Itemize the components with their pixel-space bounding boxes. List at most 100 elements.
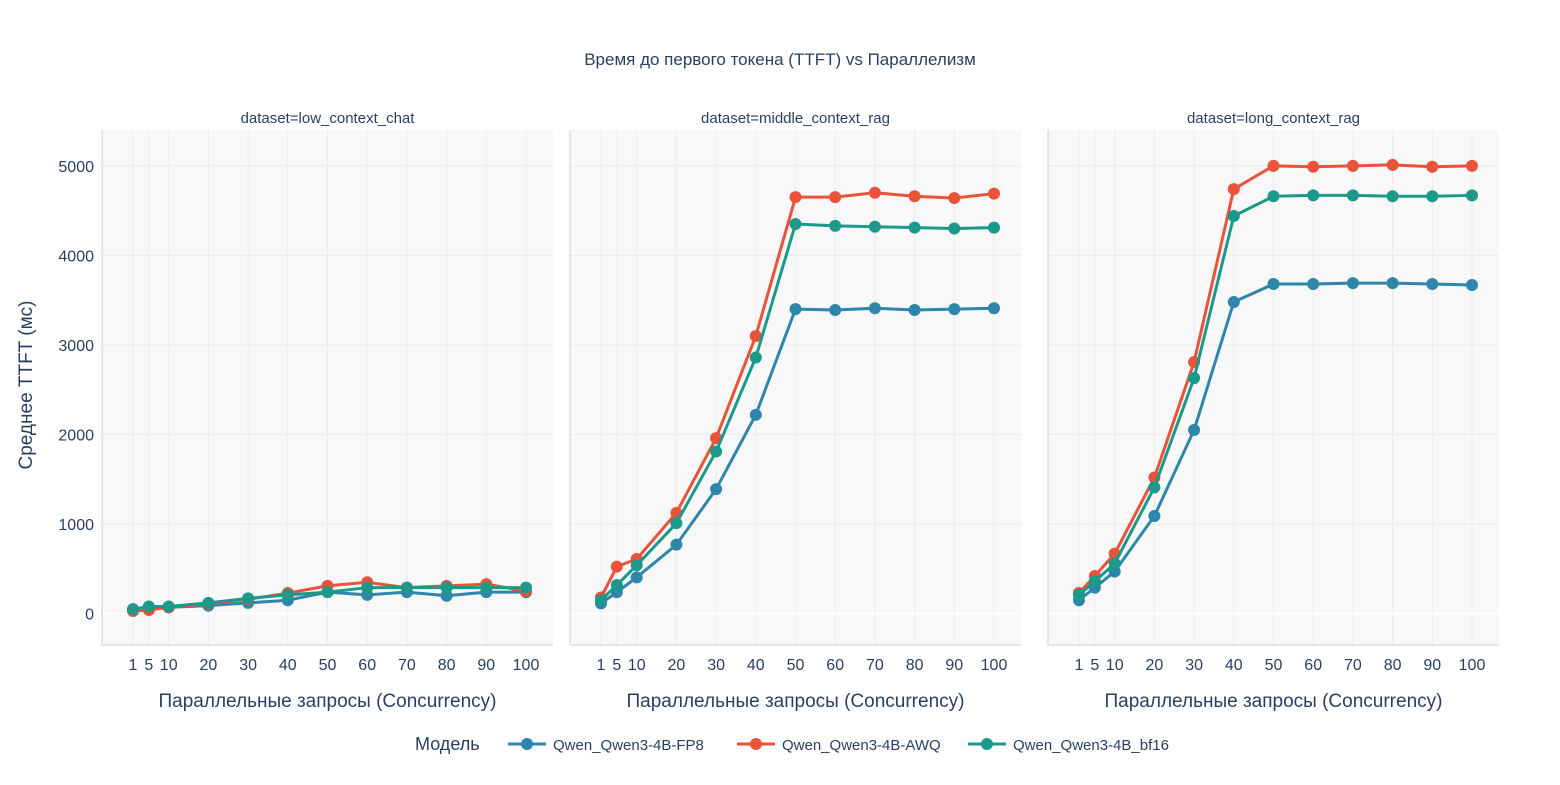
legend-label: Qwen_Qwen3-4B-FP8	[553, 737, 704, 754]
legend-marker	[521, 738, 533, 750]
data-point	[789, 191, 802, 204]
data-point	[1088, 575, 1101, 588]
x-tick-label: 80	[1384, 657, 1402, 674]
data-point	[710, 483, 723, 496]
data-point	[1386, 158, 1399, 171]
data-point	[440, 581, 453, 594]
data-point	[1188, 372, 1201, 385]
data-point	[126, 603, 139, 616]
x-tick-label: 70	[398, 657, 416, 674]
x-tick-label: 70	[1344, 657, 1362, 674]
data-point	[480, 581, 493, 594]
data-point	[242, 592, 255, 605]
legend-marker	[750, 738, 762, 750]
data-point	[520, 581, 533, 594]
data-point	[988, 302, 1001, 315]
y-tick-label: 5000	[58, 159, 94, 176]
x-tick-label: 20	[667, 657, 685, 674]
data-point	[1346, 159, 1359, 172]
data-point	[988, 221, 1001, 234]
x-tick-label: 50	[319, 657, 337, 674]
data-point	[908, 221, 921, 234]
x-tick-label: 80	[438, 657, 456, 674]
series-Qwen_Qwen3-4B_bf16	[1072, 189, 1479, 601]
data-point	[1267, 159, 1280, 172]
data-point	[1386, 277, 1399, 290]
x-tick-label: 1	[597, 657, 606, 674]
data-point	[908, 304, 921, 317]
data-point	[1386, 190, 1399, 203]
legend-title: Модель	[415, 734, 480, 754]
data-point	[749, 351, 762, 364]
data-point	[1466, 159, 1479, 172]
data-point	[1267, 190, 1280, 203]
data-point	[1466, 278, 1479, 291]
x-tick-label: 60	[826, 657, 844, 674]
series-Qwen_Qwen3-4B-AWQ	[1072, 158, 1479, 600]
series-Qwen_Qwen3-4B-FP8	[594, 302, 1001, 610]
x-axis-label: Параллельные запросы (Concurrency)	[627, 691, 965, 712]
data-point	[400, 581, 413, 594]
x-tick-label: 60	[1304, 657, 1322, 674]
x-tick-label: 100	[981, 657, 1008, 674]
x-tick-label: 10	[628, 657, 646, 674]
data-point	[321, 586, 334, 599]
data-point	[202, 596, 215, 609]
panel-title: dataset=middle_context_rag	[701, 110, 890, 127]
x-tick-label: 50	[787, 657, 805, 674]
data-point	[829, 219, 842, 232]
x-tick-label: 10	[1106, 657, 1124, 674]
panel-1: 1 5 10 20 30 40 50 60 70 80 90 100 Параллельные запр…	[569, 110, 1021, 712]
legend-item: Qwen_Qwen3-4B-FP8	[508, 737, 704, 754]
x-tick-label: 60	[358, 657, 376, 674]
panel-title: dataset=low_context_chat	[241, 110, 416, 127]
series-Qwen_Qwen3-4B_bf16	[126, 581, 533, 616]
data-point	[162, 600, 175, 613]
x-tick-label: 70	[866, 657, 884, 674]
legend-label: Qwen_Qwen3-4B-AWQ	[782, 737, 941, 754]
x-tick-label: 30	[239, 657, 257, 674]
x-tick-label: 5	[144, 657, 153, 674]
x-tick-label: 1	[1075, 657, 1084, 674]
data-point	[142, 600, 155, 613]
data-point	[1426, 160, 1439, 173]
data-point	[948, 222, 961, 235]
data-point	[789, 218, 802, 231]
panel-2: 1 5 10 20 30 40 50 60 70 80 90 100 Параллельные запр…	[1047, 110, 1499, 712]
data-point	[630, 559, 643, 572]
y-tick-label: 4000	[58, 248, 94, 265]
legend-item: Qwen_Qwen3-4B_bf16	[968, 737, 1169, 754]
data-point	[829, 191, 842, 204]
data-point	[1108, 557, 1121, 570]
data-point	[1346, 189, 1359, 202]
x-tick-label: 20	[199, 657, 217, 674]
data-point	[361, 581, 374, 594]
data-point	[610, 560, 623, 573]
data-point	[868, 220, 881, 233]
data-point	[1346, 277, 1359, 290]
x-tick-label: 10	[160, 657, 178, 674]
y-tick-label: 3000	[58, 338, 94, 355]
data-point	[1072, 588, 1085, 601]
x-tick-label: 40	[747, 657, 765, 674]
data-point	[1466, 189, 1479, 202]
x-tick-label: 80	[906, 657, 924, 674]
data-point	[670, 538, 683, 551]
data-point	[988, 187, 1001, 200]
data-point	[710, 445, 723, 458]
data-point	[749, 330, 762, 342]
panel-0: 0 1000 2000 3000 4000 5000 1 5 10 20 30 40 50 60 70 80 9…	[58, 110, 553, 712]
legend-label: Qwen_Qwen3-4B_bf16	[1013, 737, 1169, 754]
data-point	[1426, 278, 1439, 291]
x-tick-label: 100	[513, 657, 540, 674]
x-tick-label: 40	[1225, 657, 1243, 674]
series-Qwen_Qwen3-4B-FP8	[1072, 277, 1479, 607]
x-tick-label: 40	[279, 657, 297, 674]
data-point	[829, 304, 842, 317]
data-point	[1227, 209, 1240, 222]
legend-marker	[981, 738, 993, 750]
x-tick-label: 1	[129, 657, 138, 674]
data-point	[630, 571, 643, 584]
data-point	[868, 302, 881, 315]
